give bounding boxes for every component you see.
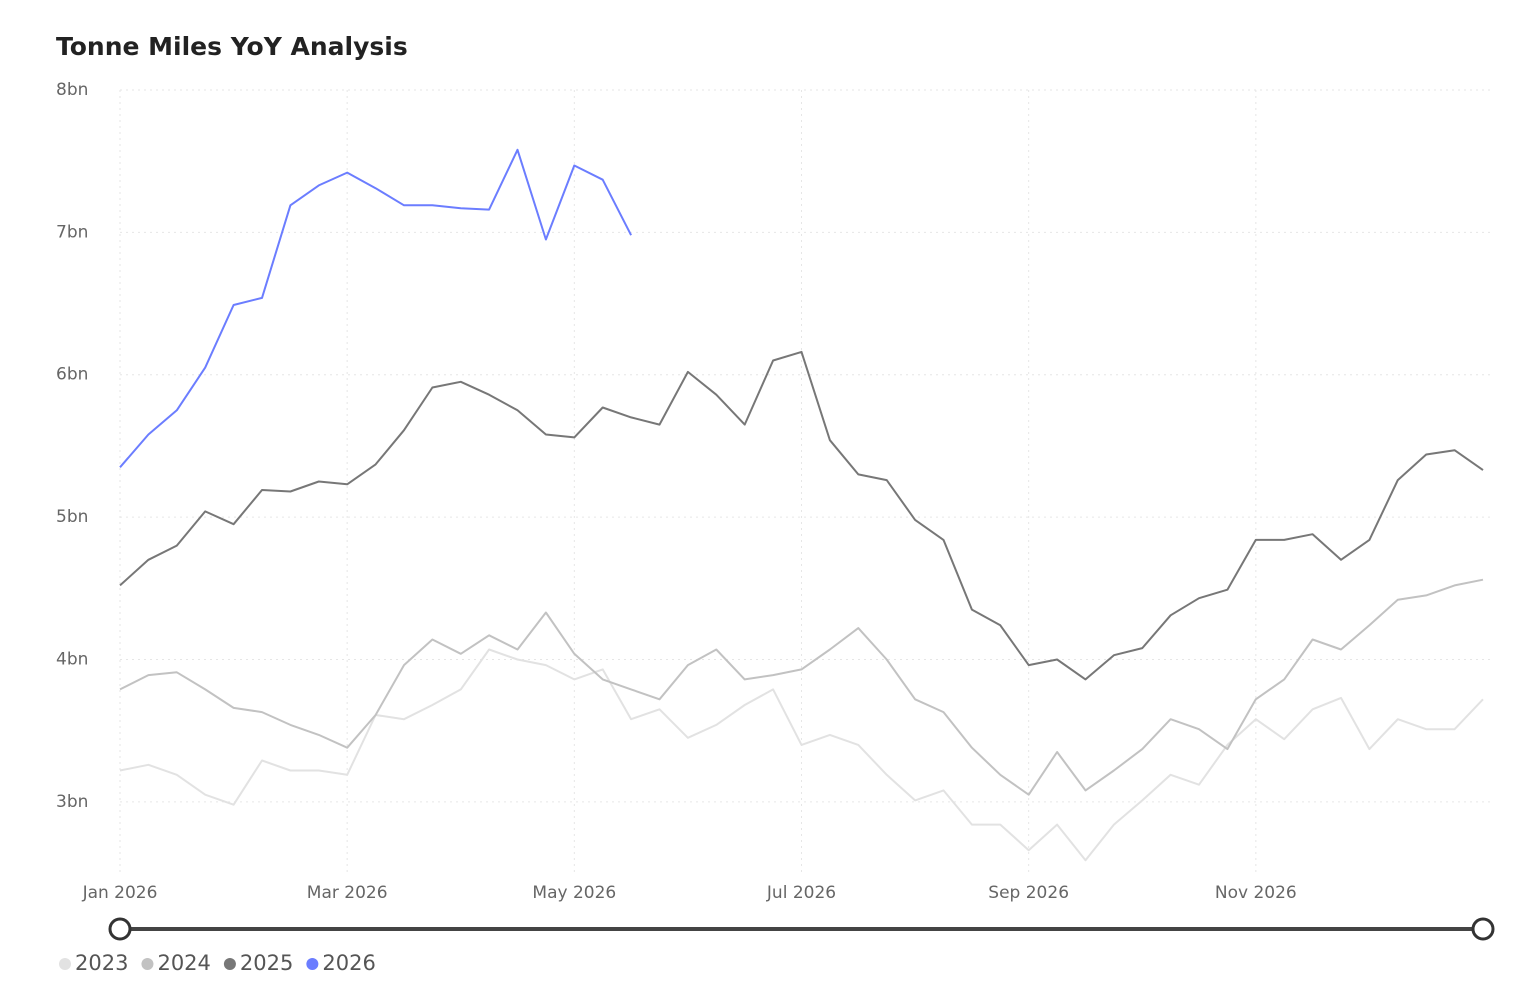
series-line [119,578,1484,796]
slider-handle[interactable] [1471,917,1495,941]
x-tick-label: Mar 2026 [307,883,388,903]
legend-marker [59,958,71,970]
x-tick-label: Jul 2026 [766,883,836,903]
y-tick-label: 6bn [56,365,88,385]
chart-title: Tonne Miles YoY Analysis [56,32,408,61]
legend-label: 2024 [157,951,210,975]
y-tick-label: 7bn [56,222,88,242]
x-tick-label: Nov 2026 [1215,883,1297,903]
y-tick-label: 8bn [56,80,88,100]
legend-label: 2026 [322,951,375,975]
range-slider[interactable] [108,917,1495,941]
series-line [119,648,1484,862]
legend-marker [141,958,154,970]
y-tick-label: 3bn [56,792,88,812]
series-line [119,148,632,468]
legend-marker [306,958,319,970]
legend-label: 2023 [75,951,128,975]
x-tick-label: Sep 2026 [988,883,1069,903]
x-tick-label: May 2026 [532,883,616,903]
legend: 2023 2024 2025 2026 [59,951,376,975]
slider-handle[interactable] [108,917,132,941]
legend-marker [223,958,236,970]
x-tick-label: Jan 2026 [82,883,158,903]
y-tick-label: 5bn [56,507,88,527]
legend-label: 2025 [240,951,293,975]
y-tick-label: 4bn [56,649,88,669]
series-line [119,350,1484,681]
